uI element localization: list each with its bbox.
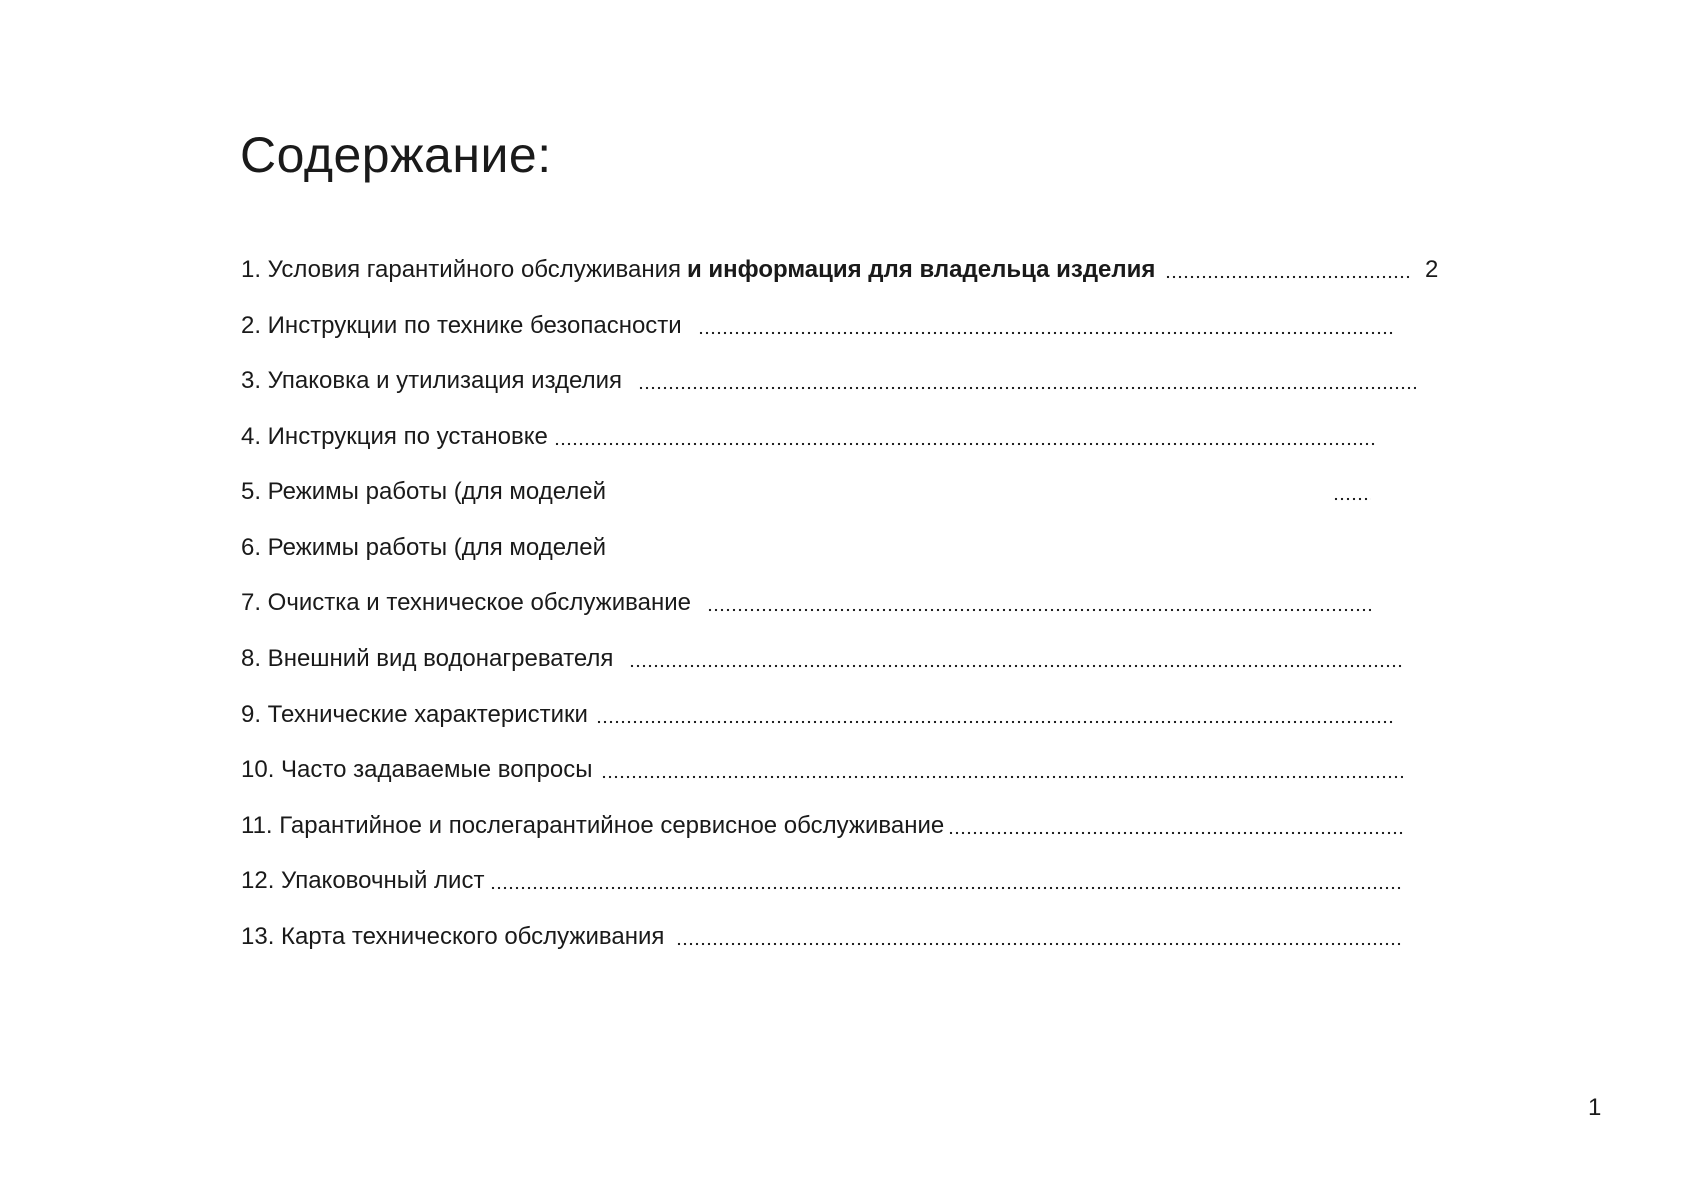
dot-leader bbox=[629, 664, 1403, 668]
dot-leader bbox=[697, 331, 1393, 335]
toc-item-label-bold: и информация для владельца изделия bbox=[686, 256, 1156, 283]
toc-item-label: 6. Режимы работы (для моделей bbox=[241, 534, 607, 561]
dot-leader bbox=[638, 386, 1416, 390]
page-number: 1 bbox=[1588, 1094, 1602, 1121]
dot-leader bbox=[600, 775, 1403, 779]
toc-item-label: 3. Упаковка и утилизация изделия bbox=[241, 367, 622, 394]
toc-item-label: 7. Очистка и техническое обслуживание bbox=[241, 589, 691, 616]
toc-item[interactable]: 5. Режимы работы (для моделей bbox=[241, 476, 1371, 506]
toc-item[interactable]: 11. Гарантийное и послегарантийное серви… bbox=[241, 810, 1403, 840]
toc-item[interactable]: 13. Карта технического обслуживания bbox=[241, 921, 1403, 951]
dot-leader bbox=[490, 886, 1403, 890]
toc-item[interactable]: 1. Условия гарантийного обслуживания и и… bbox=[241, 254, 1411, 284]
toc-item[interactable]: 7. Очистка и техническое обслуживание bbox=[241, 587, 1371, 617]
dot-leader bbox=[1333, 497, 1371, 501]
toc-item[interactable]: 3. Упаковка и утилизация изделия bbox=[241, 365, 1416, 395]
dot-leader bbox=[706, 608, 1371, 612]
toc-item-label: 13. Карта технического обслуживания bbox=[241, 923, 665, 950]
toc-item-label: 8. Внешний вид водонагревателя bbox=[241, 645, 614, 672]
toc-item-label: 1. Условия гарантийного обслуживания bbox=[241, 256, 681, 283]
toc-item-label: 10. Часто задаваемые вопросы bbox=[241, 756, 593, 783]
toc-item[interactable]: 10. Часто задаваемые вопросы bbox=[241, 754, 1403, 784]
toc-item[interactable]: 9. Технические характеристики bbox=[241, 699, 1393, 729]
dot-leader bbox=[1165, 275, 1411, 279]
dot-leader bbox=[676, 942, 1403, 946]
toc-item-label: 2. Инструкции по технике безопасности bbox=[241, 312, 682, 339]
dot-leader bbox=[948, 831, 1403, 835]
dot-leader bbox=[595, 720, 1393, 724]
toc-item-label: 12. Упаковочный лист bbox=[241, 867, 485, 894]
toc-item-label: 9. Технические характеристики bbox=[241, 701, 588, 728]
toc-item-label: 5. Режимы работы (для моделей bbox=[241, 478, 607, 505]
toc-item[interactable]: 8. Внешний вид водонагревателя bbox=[241, 643, 1403, 673]
page-title: Содержание: bbox=[240, 127, 552, 183]
toc-item[interactable]: 4. Инструкция по установке bbox=[241, 421, 1377, 451]
toc-item[interactable]: 6. Режимы работы (для моделей bbox=[241, 532, 606, 562]
toc-item-label: 11. Гарантийное и послегарантийное серви… bbox=[241, 812, 945, 839]
toc-item[interactable]: 2. Инструкции по технике безопасности bbox=[241, 310, 1393, 340]
dot-leader bbox=[553, 442, 1377, 446]
toc-item-label: 4. Инструкция по установке bbox=[241, 423, 548, 450]
toc-item[interactable]: 12. Упаковочный лист bbox=[241, 865, 1403, 895]
toc-item-page: 2 bbox=[1425, 256, 1439, 283]
